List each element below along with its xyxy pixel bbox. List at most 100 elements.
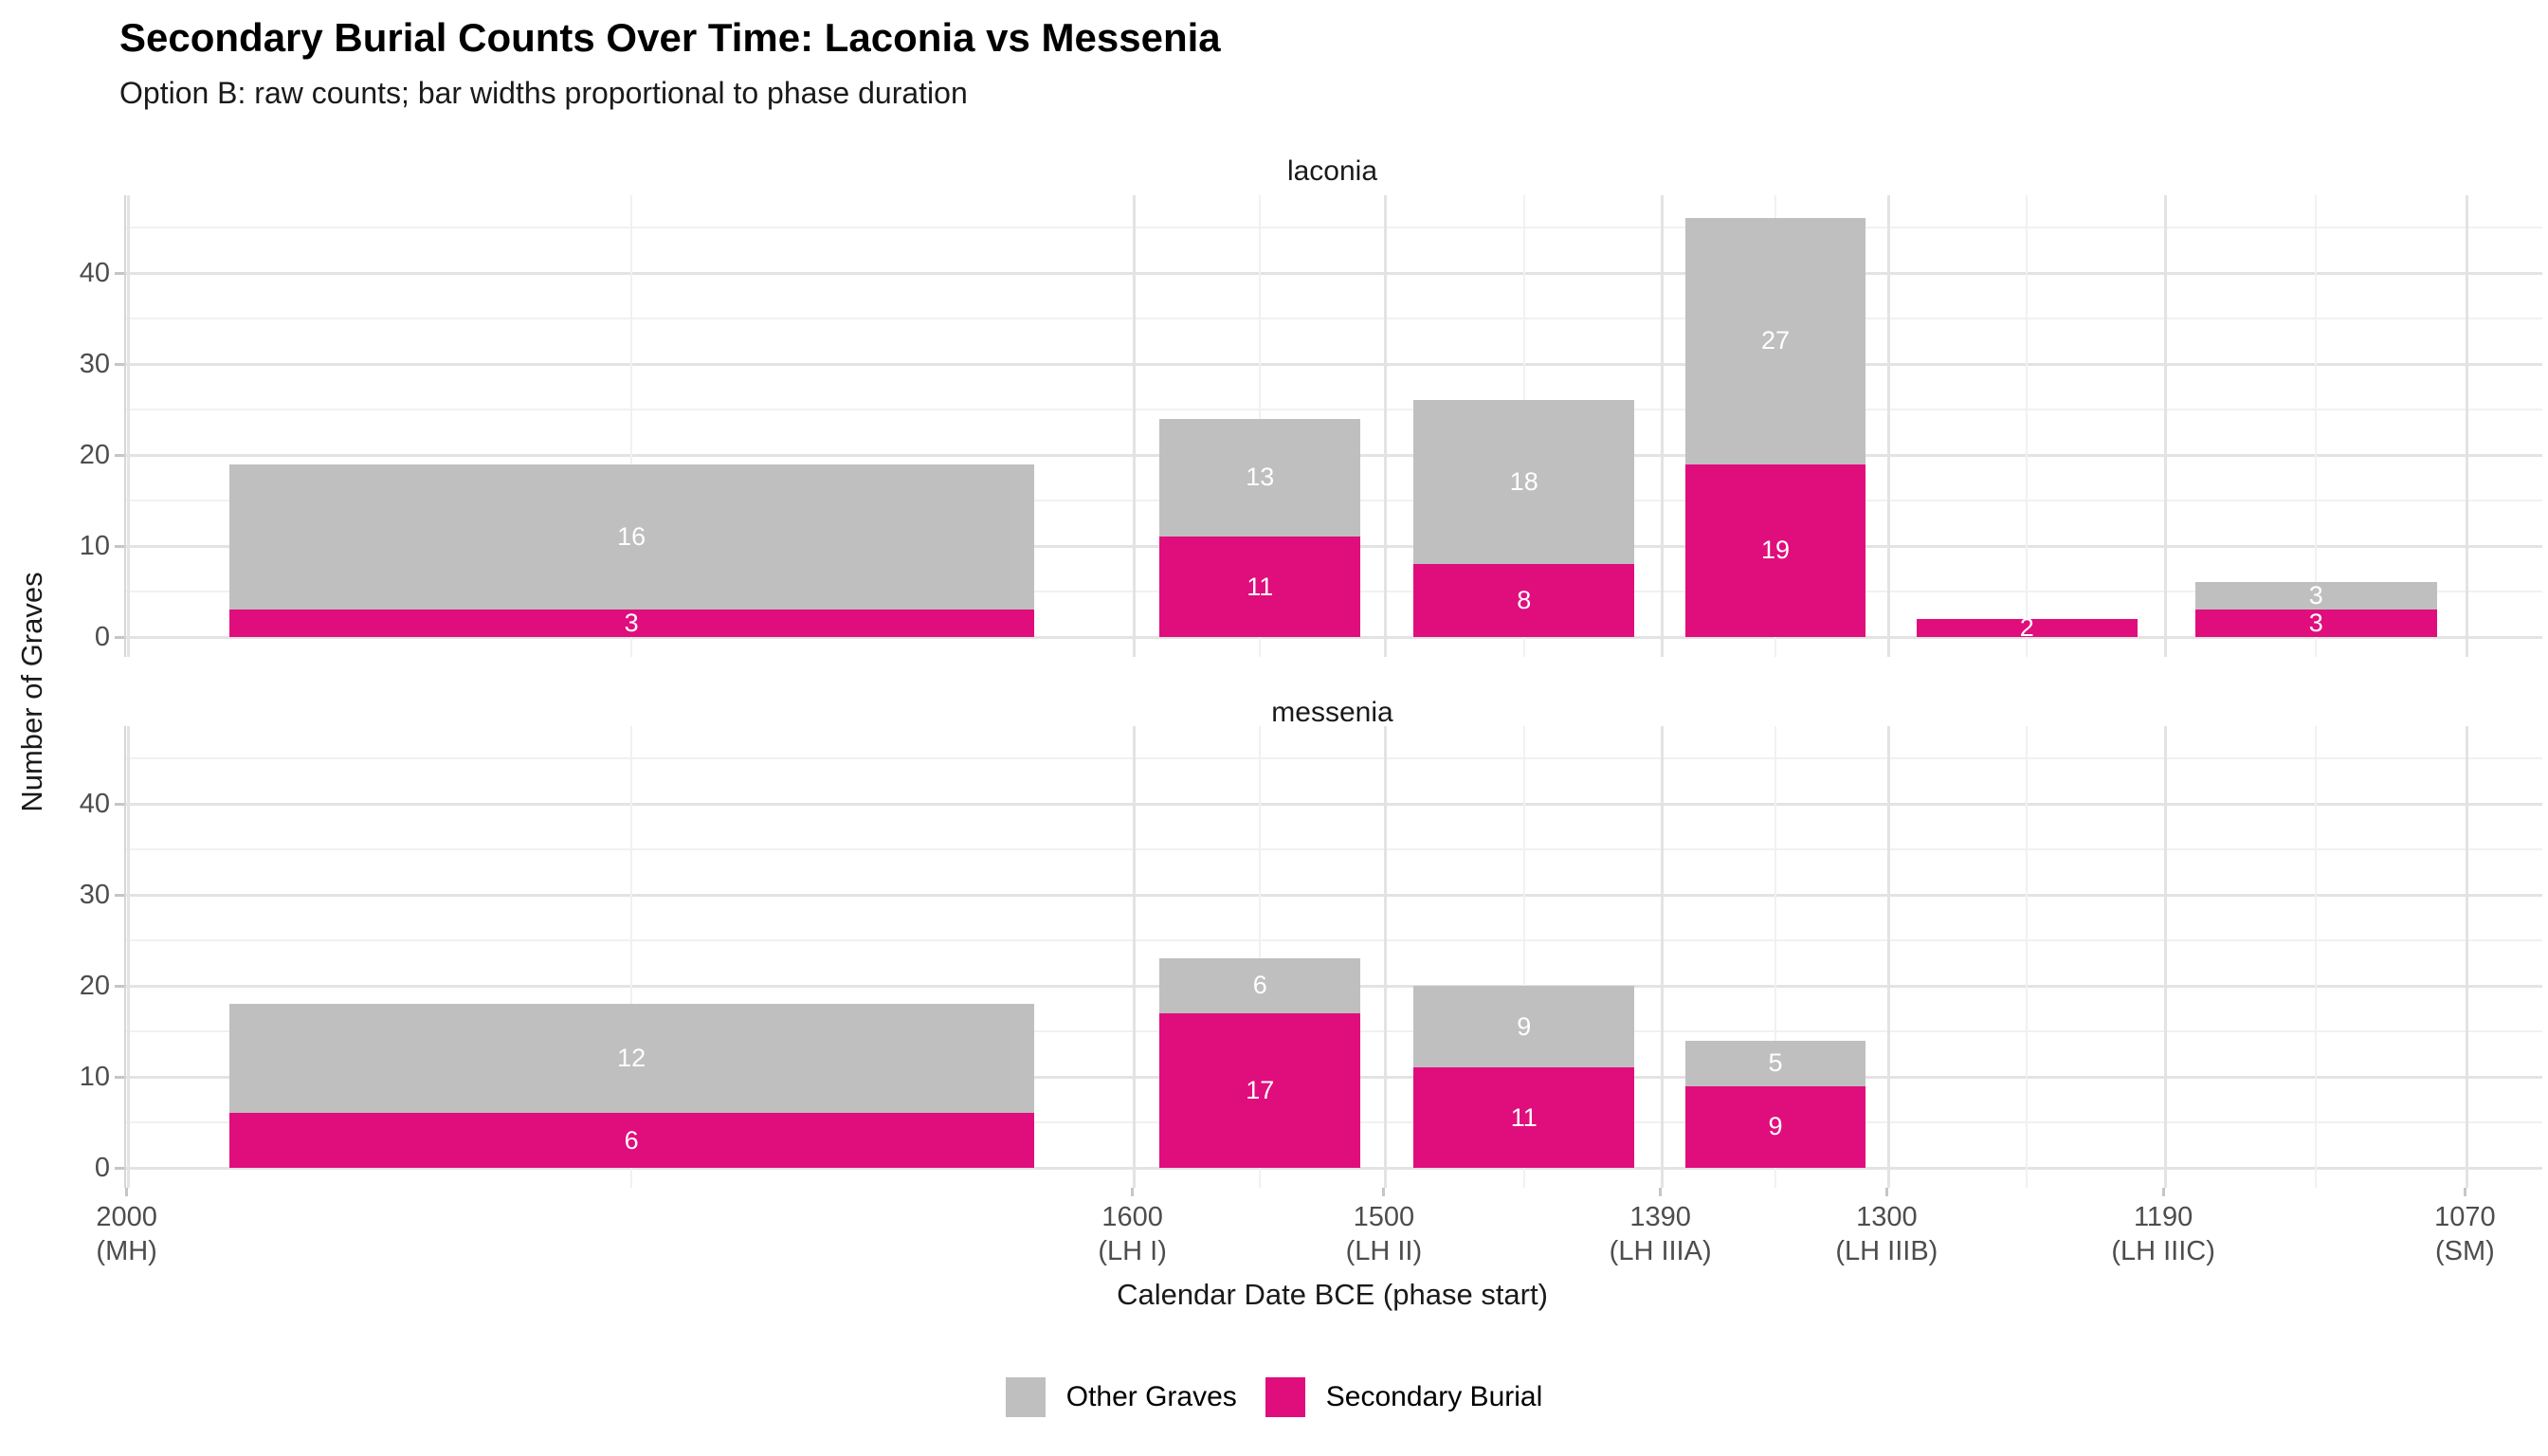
bar-value-label: 9 bbox=[1517, 1011, 1532, 1041]
bar-segment-other-graves-messenia-LH I: 6 bbox=[1159, 958, 1361, 1013]
x-axis-title: Calendar Date BCE (phase start) bbox=[1117, 1278, 1548, 1311]
gridline-y-minor bbox=[126, 318, 2542, 319]
gridline-x-major bbox=[127, 195, 131, 657]
y-axis-tick bbox=[115, 635, 124, 639]
x-tick-phase: (LH I) bbox=[1098, 1236, 1167, 1266]
x-axis-tick bbox=[1884, 1188, 1888, 1196]
bar-segment-other-graves-laconia-LH IIIC: 3 bbox=[2194, 581, 2437, 610]
gridline-x-minor bbox=[2315, 726, 2318, 1188]
gridline-x-major bbox=[1384, 195, 1388, 657]
gridline-x-major bbox=[1661, 195, 1665, 657]
bar-value-label: 3 bbox=[2308, 581, 2323, 610]
x-tick-year: 1500 bbox=[1353, 1202, 1415, 1232]
gridline-y-major bbox=[126, 1166, 2542, 1170]
bar-value-label: 3 bbox=[2308, 609, 2323, 638]
x-axis-tick bbox=[2463, 1188, 2466, 1196]
bar-segment-other-graves-messenia-LH IIIA: 5 bbox=[1684, 1040, 1866, 1086]
x-tick-phase: (MH) bbox=[96, 1236, 157, 1266]
y-axis-tick bbox=[115, 984, 124, 988]
x-tick-phase: (LH II) bbox=[1345, 1236, 1423, 1266]
bar-segment-secondary-burial-messenia-LH II: 11 bbox=[1413, 1067, 1635, 1168]
gridline-x-major bbox=[1133, 726, 1137, 1188]
y-axis-tick bbox=[115, 271, 124, 275]
gridline-x-major bbox=[127, 726, 131, 1188]
x-axis-tick bbox=[1659, 1188, 1663, 1196]
facet-label-messenia: messenia bbox=[1271, 697, 1393, 728]
y-axis-tick-label: 20 bbox=[79, 971, 110, 1001]
legend-item-other-graves: Other Graves bbox=[1005, 1377, 1237, 1417]
bar-value-label: 5 bbox=[1768, 1048, 1783, 1078]
gridline-y-major bbox=[126, 893, 2542, 897]
bar-value-label: 6 bbox=[1252, 971, 1267, 1000]
x-axis-tick bbox=[1131, 1188, 1135, 1196]
x-axis-tick-label: 1300 (LH IIIB) bbox=[1773, 1200, 2000, 1268]
gridline-y-major bbox=[126, 362, 2542, 366]
bar-segment-other-graves-laconia-MH: 16 bbox=[228, 464, 1034, 610]
x-tick-year: 2000 bbox=[96, 1202, 157, 1232]
gridline-x-major bbox=[2465, 195, 2468, 657]
gridline-x-minor bbox=[2315, 195, 2318, 657]
y-axis-tick bbox=[115, 1075, 124, 1079]
bar-segment-other-graves-laconia-LH II: 18 bbox=[1413, 400, 1635, 565]
x-tick-phase: (LH IIIC) bbox=[2111, 1236, 2215, 1266]
x-tick-phase: (LH IIIA) bbox=[1609, 1236, 1712, 1266]
legend-swatch-secondary-burial bbox=[1265, 1377, 1305, 1417]
gridline-x-minor bbox=[2026, 726, 2029, 1188]
y-axis-tick-label: 0 bbox=[94, 622, 110, 652]
legend-label-secondary-burial: Secondary Burial bbox=[1325, 1381, 1543, 1412]
bar-value-label: 19 bbox=[1760, 536, 1791, 565]
bar-segment-secondary-burial-laconia-LH IIIA: 19 bbox=[1684, 464, 1866, 637]
bar-segment-secondary-burial-laconia-LH II: 8 bbox=[1413, 564, 1635, 637]
chart-subtitle: Option B: raw counts; bar widths proport… bbox=[119, 76, 968, 110]
bar-segment-secondary-burial-laconia-LH I: 11 bbox=[1159, 537, 1361, 637]
bar-segment-secondary-burial-laconia-LH IIIB: 2 bbox=[1916, 614, 2138, 640]
bar-segment-secondary-burial-messenia-LH I: 17 bbox=[1159, 1012, 1361, 1168]
gridline-x-minor bbox=[2026, 195, 2029, 657]
x-axis-tick bbox=[2161, 1188, 2165, 1196]
y-axis-tick-label: 40 bbox=[79, 258, 110, 288]
chart-title: Secondary Burial Counts Over Time: Lacon… bbox=[119, 15, 1221, 60]
gridline-x-major bbox=[2163, 726, 2167, 1188]
gridline-y-minor bbox=[126, 757, 2542, 759]
gridline-y-minor bbox=[126, 227, 2542, 228]
gridline-x-minor bbox=[1774, 726, 1776, 1188]
bar-segment-secondary-burial-laconia-LH IIIC: 3 bbox=[2194, 609, 2437, 638]
gridline-x-major bbox=[1384, 726, 1388, 1188]
bar-value-label: 13 bbox=[1246, 463, 1275, 492]
bar-segment-other-graves-laconia-LH IIIA: 27 bbox=[1684, 218, 1866, 464]
bar-value-label: 11 bbox=[1247, 572, 1274, 601]
gridline-y-major bbox=[126, 802, 2542, 806]
x-axis-tick bbox=[1382, 1188, 1386, 1196]
gridline-x-major bbox=[2163, 195, 2167, 657]
bar-value-label: 17 bbox=[1246, 1075, 1275, 1104]
gridline-y-major bbox=[126, 271, 2542, 275]
x-axis-tick-label: 1070 (SM) bbox=[2351, 1200, 2548, 1268]
gridline-y-minor bbox=[126, 409, 2542, 410]
gridline-x-major bbox=[1661, 726, 1665, 1188]
bar-segment-secondary-burial-messenia-MH: 6 bbox=[228, 1113, 1034, 1168]
x-tick-year: 1600 bbox=[1101, 1202, 1163, 1232]
bar-segment-secondary-burial-messenia-LH IIIA: 9 bbox=[1684, 1085, 1866, 1168]
gridline-x-minor bbox=[1522, 726, 1525, 1188]
y-axis-tick-label: 10 bbox=[79, 1062, 110, 1092]
y-axis-tick bbox=[115, 362, 124, 366]
x-axis-tick-label: 1600 (LH I) bbox=[1019, 1200, 1247, 1268]
bar-value-label: 3 bbox=[624, 609, 639, 638]
x-axis-tick-label: 1390 (LH IIIA) bbox=[1547, 1200, 1774, 1268]
y-axis-tick-label: 40 bbox=[79, 789, 110, 819]
x-tick-year: 1300 bbox=[1856, 1202, 1918, 1232]
legend: Other Graves Secondary Burial bbox=[0, 1369, 2548, 1426]
facet-label-laconia: laconia bbox=[1286, 155, 1378, 187]
bar-segment-other-graves-messenia-LH II: 9 bbox=[1413, 986, 1635, 1068]
bar-value-label: 16 bbox=[617, 521, 646, 551]
bar-value-label: 2 bbox=[2019, 612, 2034, 642]
y-axis-tick-label: 30 bbox=[79, 880, 110, 910]
y-axis-tick-label: 10 bbox=[79, 531, 110, 561]
x-axis-tick bbox=[125, 1188, 129, 1196]
y-axis-tick-label: 20 bbox=[79, 440, 110, 470]
x-axis-tick-label: 1190 (LH IIIC) bbox=[2049, 1200, 2277, 1268]
y-axis-tick-label: 0 bbox=[94, 1153, 110, 1183]
facet-panel-messenia: 6 12 17 6 11 9 9 5 bbox=[124, 726, 2542, 1188]
x-tick-phase: (SM) bbox=[2435, 1236, 2495, 1266]
